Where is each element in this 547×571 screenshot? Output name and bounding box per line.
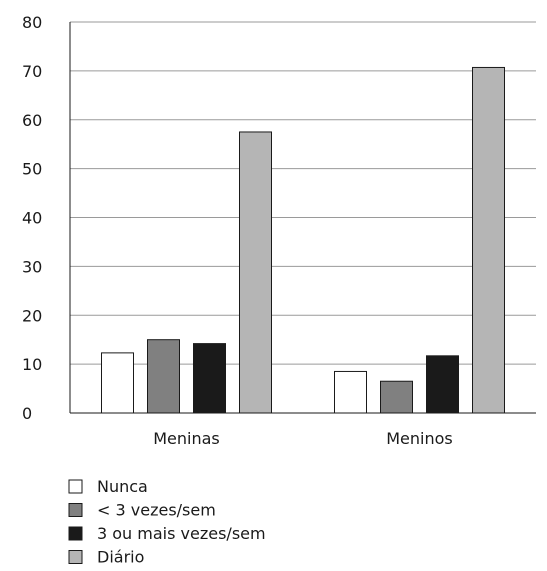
x-category-label: Meninas: [153, 429, 220, 448]
bar-meninos-1: [334, 370, 367, 414]
bar-meninos-4: [472, 66, 505, 414]
legend-label: Nunca: [97, 477, 148, 496]
y-tick-label: 80: [22, 13, 42, 32]
legend-label: Diário: [97, 548, 144, 567]
y-tick-label: 30: [22, 257, 42, 276]
bar-meninas-2: [147, 339, 180, 414]
y-tick-label: 50: [22, 160, 42, 179]
legend-swatch: [68, 503, 83, 517]
bar-meninas-1: [101, 352, 134, 414]
category-labels: Meninas Meninos: [153, 429, 453, 448]
legend-label: < 3 vezes/sem: [97, 501, 216, 520]
bar-meninos-2: [380, 380, 413, 414]
bar-meninas-4: [239, 131, 272, 414]
legend: Nunca < 3 vezes/sem 3 ou mais vezes/sem Diá…: [68, 477, 266, 567]
bar-meninas-3: [193, 343, 226, 414]
y-tick-label: 0: [22, 404, 32, 423]
x-category-label: Meninos: [386, 429, 453, 448]
y-tick-label: 40: [22, 209, 42, 228]
y-tick-label: 10: [22, 355, 42, 374]
gridlines: [70, 21, 536, 365]
bar-meninos-3: [426, 355, 459, 414]
legend-swatch: [68, 550, 83, 564]
legend-swatch: [68, 479, 83, 494]
legend-label: 3 ou mais vezes/sem: [97, 524, 266, 543]
y-tick-label: 20: [22, 306, 42, 325]
bars: [101, 66, 505, 414]
y-tick-label: 70: [22, 62, 42, 81]
y-tick-label: 60: [22, 111, 42, 130]
legend-swatch: [68, 526, 83, 541]
